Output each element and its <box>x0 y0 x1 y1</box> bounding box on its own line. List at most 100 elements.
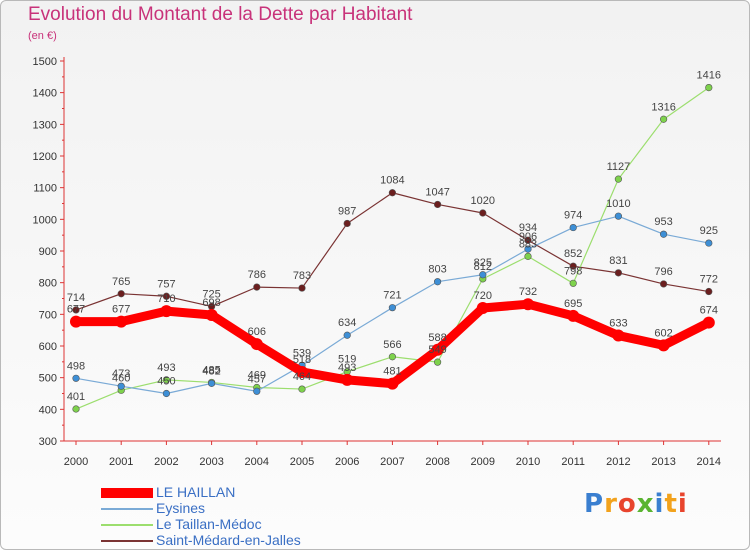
data-label: 481 <box>383 366 401 378</box>
data-point-3 <box>298 284 306 292</box>
legend-item: LE HAILLAN <box>101 484 361 501</box>
data-label: 825 <box>474 257 492 269</box>
data-label: 1047 <box>425 186 449 198</box>
data-label: 674 <box>700 305 718 317</box>
data-point-0 <box>522 298 534 311</box>
x-tick-label: 2008 <box>425 456 449 468</box>
x-tick-label: 2005 <box>290 456 314 468</box>
data-label: 1020 <box>471 195 495 207</box>
data-point-3 <box>569 262 577 270</box>
data-point-0 <box>296 365 308 378</box>
data-point-3 <box>614 269 623 277</box>
x-tick-label: 2009 <box>471 456 495 468</box>
legend-swatch <box>101 540 153 542</box>
data-label: 460 <box>112 372 130 384</box>
data-point-3 <box>659 280 668 288</box>
data-point-1 <box>208 379 216 387</box>
legend-label: LE HAILLAN <box>156 484 236 500</box>
data-point-0 <box>70 315 82 328</box>
legend-swatch <box>101 508 153 510</box>
data-label: 852 <box>564 248 582 260</box>
chart-title: Evolution du Montant de la Dette par Hab… <box>28 4 413 25</box>
y-tick-label: 1400 <box>33 88 57 100</box>
data-point-2 <box>162 376 170 384</box>
data-point-3 <box>479 209 487 217</box>
data-label: 721 <box>383 290 401 302</box>
data-point-0 <box>476 302 489 314</box>
data-label: 953 <box>654 216 672 228</box>
data-point-1 <box>479 271 487 279</box>
legend-label: Saint-Médard-en-Jalles <box>156 532 301 548</box>
data-point-1 <box>705 239 713 247</box>
data-label: 987 <box>338 205 356 217</box>
data-point-1 <box>117 382 125 390</box>
data-label: 772 <box>700 274 718 286</box>
data-point-1 <box>388 304 397 312</box>
data-label: 457 <box>248 373 266 385</box>
legend-item: Saint-Médard-en-Jalles <box>101 532 361 549</box>
y-tick-label: 1300 <box>33 119 57 131</box>
x-tick-label: 2000 <box>64 456 88 468</box>
data-point-1 <box>434 278 442 286</box>
data-label: 634 <box>338 317 356 329</box>
legend-label: Le Taillan-Médoc <box>156 516 262 532</box>
data-point-2 <box>614 175 623 183</box>
y-tick-label: 800 <box>39 278 57 290</box>
data-label: 482 <box>202 365 220 377</box>
data-label: 464 <box>293 371 311 383</box>
data-label: 518 <box>293 354 311 366</box>
data-label: 401 <box>67 391 85 403</box>
data-point-0 <box>702 316 715 329</box>
data-point-2 <box>434 358 442 366</box>
data-label: 796 <box>654 266 672 278</box>
data-label: 493 <box>338 362 356 374</box>
data-label: 588 <box>428 332 446 344</box>
data-label: 798 <box>564 265 582 277</box>
data-point-0 <box>431 343 444 356</box>
y-tick-label: 1500 <box>33 56 57 68</box>
data-point-1 <box>162 389 170 398</box>
data-point-0 <box>341 373 354 386</box>
data-point-3 <box>524 236 532 244</box>
data-label: 883 <box>519 238 537 250</box>
data-label: 473 <box>112 368 130 380</box>
data-label: 831 <box>609 255 627 267</box>
proxiti-logo: Proxiti <box>584 489 688 519</box>
data-label: 1127 <box>607 161 631 173</box>
data-point-3 <box>343 219 351 228</box>
data-label: 493 <box>157 362 175 374</box>
data-point-3 <box>117 290 125 298</box>
data-label: 974 <box>564 210 582 222</box>
logo-letter: r <box>604 489 618 519</box>
x-tick-label: 2012 <box>606 456 630 468</box>
data-label: 925 <box>700 225 718 237</box>
data-point-1 <box>253 387 261 395</box>
data-point-0 <box>657 339 670 352</box>
legend-swatch <box>101 524 153 526</box>
data-label: 677 <box>67 304 85 316</box>
legend-item: Le Taillan-Médoc <box>101 516 361 533</box>
x-tick-label: 2006 <box>335 456 359 468</box>
data-point-0 <box>115 315 128 328</box>
y-tick-label: 1000 <box>33 214 57 226</box>
data-point-2 <box>569 279 577 287</box>
data-label: 786 <box>248 269 266 281</box>
x-tick-label: 2011 <box>561 456 585 468</box>
logo-letter: i <box>677 489 688 519</box>
data-label: 602 <box>654 327 672 339</box>
series-line-2 <box>75 86 710 410</box>
legend-label: Eysines <box>156 500 206 516</box>
data-label: 1316 <box>651 101 675 113</box>
data-point-1 <box>614 212 623 220</box>
data-point-2 <box>298 385 306 393</box>
data-point-3 <box>162 292 170 300</box>
logo-letter: t <box>664 489 678 519</box>
data-label: 765 <box>112 276 130 288</box>
logo-letter: i <box>654 489 665 519</box>
data-label: 732 <box>519 286 537 298</box>
y-tick-label: 300 <box>39 436 57 448</box>
data-point-3 <box>253 283 261 291</box>
data-label: 720 <box>474 290 492 302</box>
logo-letter: o <box>617 489 637 519</box>
